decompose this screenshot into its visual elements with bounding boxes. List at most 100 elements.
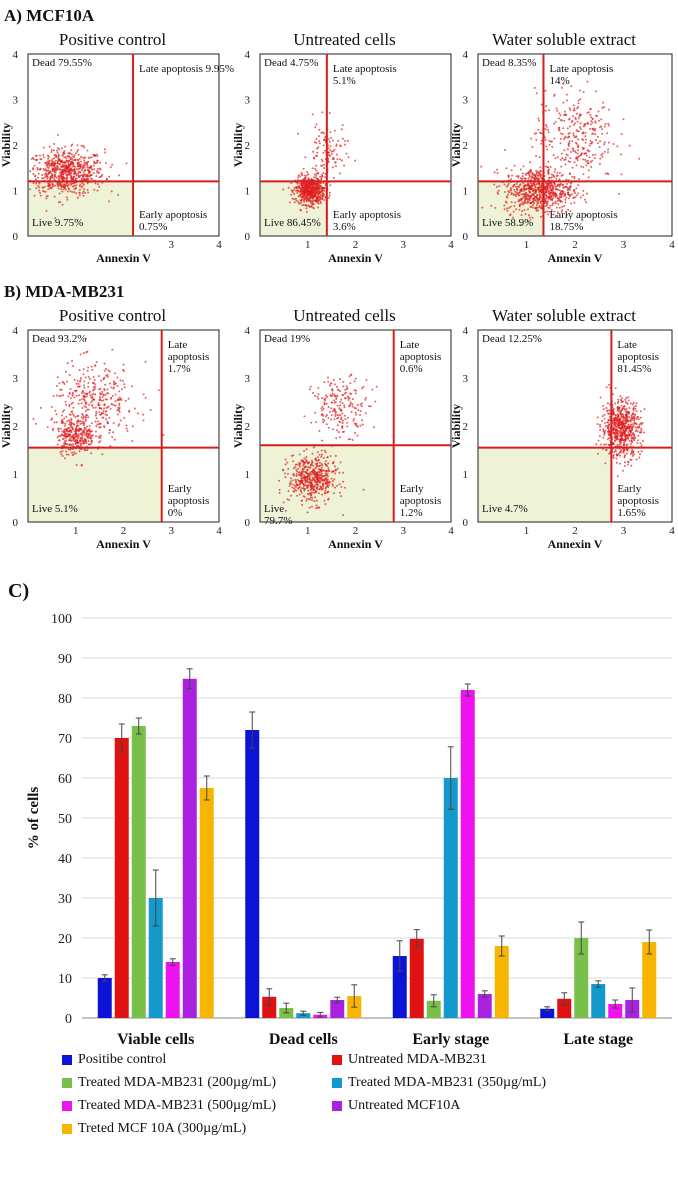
quadrant-label-early: Early apoptosis 1.2% [400,483,442,519]
x-axis-title: Annexin V [96,251,151,265]
error-bar [351,984,358,1008]
legend-label: Treated MDA-MB231 (350µg/mL) [348,1075,547,1090]
bar-3-2 [443,778,458,1018]
category-label: Viable cells [117,1031,194,1048]
x-axis-title: Annexin V [96,537,151,551]
y-tick-label: 3 [245,95,251,107]
bar-0-2 [392,956,407,1018]
error-bar [249,711,256,749]
y-tick-label: 2 [463,140,469,152]
y-tick-label: 40 [58,852,72,867]
quadrant-label-early: Early apoptosis 18.75% [549,209,617,233]
bar-2-3 [574,938,589,1018]
y-tick-label: 1 [245,186,251,198]
legend-label: Untreated MDA-MB231 [348,1052,487,1067]
error-bar [413,929,420,949]
y-tick-label: 4 [13,49,19,61]
quadrant-label-live: Live 86.45% [264,217,321,229]
y-tick-label: 0 [13,517,19,529]
legend-item: Untreated MDA-MB231 [332,1052,487,1068]
y-tick-label: 2 [245,140,251,152]
error-bar [169,958,176,966]
flow-plot-a3: Water soluble extract 0 1 2 3 4 1 2 3 4 Annexin V V… [449,30,678,270]
error-bar [135,717,142,735]
bar-0-3 [540,1008,555,1018]
x-tick-label: 4 [448,525,454,537]
quadrant-label-early: Early apoptosis 1.65% [617,483,659,519]
error-bar [300,1010,307,1016]
y-tick-label: 3 [463,373,469,385]
error-bar [578,921,585,955]
quadrant-label-live: Live 79.7% [264,503,292,527]
error-bar [447,746,454,810]
legend-label: Treated MDA-MB231 (500µg/mL) [78,1098,277,1113]
error-bar [317,1011,324,1018]
category-label: Early stageapoptosis [412,1031,489,1050]
legend-item: Untreated MCF10A [332,1098,460,1114]
quadrant-label-early: Early apoptosis 3.6% [333,209,401,233]
y-tick-label: 4 [245,325,251,337]
error-bar [118,723,125,753]
x-tick-label: 4 [216,239,222,251]
y-tick-label: 1 [463,186,469,198]
legend-label: Treted MCF 10A (300µg/mL) [78,1121,247,1136]
legend-label: Positibe control [78,1052,167,1067]
scatter-points [282,111,357,213]
live-quadrant-shade [28,447,162,522]
bar-5-2 [477,994,492,1018]
plot-frame [27,329,220,523]
error-bar [334,996,341,1004]
section-c-label: C) [8,580,30,602]
y-axis-title: Viability [0,123,13,167]
flow-plot-b3: Water soluble extract 0 1 2 3 4 1 2 3 4 Annexin V V… [449,306,678,556]
error-bar [481,990,488,998]
x-tick-label: 1 [524,525,530,537]
legend-item: Treated MDA-MB231 (200µg/mL) [62,1075,276,1091]
y-axis-title: Viability [0,404,13,448]
x-tick-label: 3 [169,525,175,537]
quadrant-label-dead: Dead 4.75% [264,57,318,69]
y-tick-label: 4 [463,325,469,337]
flow-plot-canvas: 0 1 2 3 4 1 2 3 4 Annexin V Viability Dead 19% Late a… [231,325,454,551]
x-tick-label: 2 [572,525,578,537]
quadrant-label-late: Late apoptosis 1.7% [168,339,210,375]
y-tick-label: 100 [51,612,72,627]
error-bar [646,929,653,955]
flow-plot-title: Untreated cells [293,306,396,325]
error-bar [595,980,602,988]
x-axis-title: Annexin V [548,251,603,265]
legend-item: Treated MDA-MB231 (500µg/mL) [62,1098,276,1114]
quadrant-label-late: Late apoptosis 0.6% [400,339,442,375]
quadrant-label-dead: Dead 19% [264,333,310,345]
quadrant-label-dead: Dead 79.55% [32,57,92,69]
y-tick-label: 3 [463,95,469,107]
y-tick-label: 2 [13,140,19,152]
bar-2-2 [426,1000,441,1018]
plot-frame [27,53,220,237]
error-bar [101,974,108,982]
y-tick-label: 1 [13,469,19,481]
quadrant-label-live: Live 4.7% [482,503,528,515]
flow-plot-title: Water soluble extract [491,30,636,49]
error-bar [544,1006,551,1012]
x-tick-label: 3 [401,525,407,537]
y-tick-label: 0 [13,231,19,243]
x-tick-label: 4 [669,239,675,251]
bar-4-2 [460,690,475,1018]
x-tick-label: 4 [669,525,675,537]
error-bar [498,935,505,957]
plot-frame [477,329,673,523]
x-tick-label: 1 [524,239,530,251]
bar-5-0 [182,678,197,1018]
error-bar [561,992,568,1006]
category-label: Dead cells [269,1031,338,1048]
quadrant-label-dead: Dead 93.2% [32,333,86,345]
section-b-label: B) MDA-MB231 [4,282,125,301]
error-bar [612,999,619,1009]
quadrant-label-live: Live 9.75% [32,217,83,229]
error-bar [152,869,159,927]
error-bar [396,940,403,972]
bar-0-0 [97,978,112,1018]
quadrant-label-dead: Dead 12.25% [482,333,542,345]
bar-0-1 [245,730,260,1018]
